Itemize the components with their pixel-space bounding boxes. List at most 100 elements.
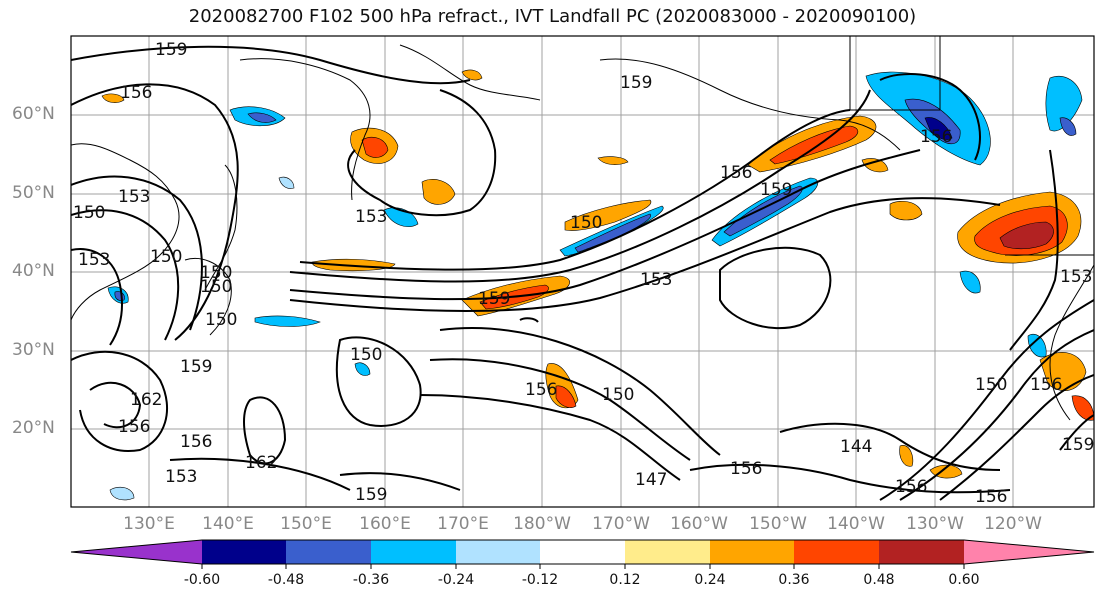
contour-162-west [71,350,169,452]
contour-closed-central [719,246,832,330]
contour-label: 156 [525,380,557,400]
anomaly-neg-canada-core [1059,117,1077,136]
contour-labels: 159 156 159 153 150 153 150 150 153 150 … [73,40,1094,507]
lon-label: 120°W [984,514,1042,534]
colorbar-label: -0.12 [521,572,559,588]
map-content [71,36,1094,507]
anomaly-pos-small4 [101,93,125,103]
coast-japan [184,257,232,336]
lat-label: 30°N [12,340,55,360]
colorbar-swatch [371,540,456,564]
anomaly-neg-small3 [354,362,371,376]
coast-california [1049,264,1094,421]
lon-label: 170°E [437,514,489,534]
contour-150-jet [299,109,851,271]
contour-label: 150 [570,213,602,233]
contour-label: 159 [620,73,652,93]
contour-label: 156 [1030,375,1062,395]
contour-159-jet [289,197,1001,313]
anomaly-pos-small7 [597,156,629,165]
contour-156-south [429,358,691,461]
lon-label: 140°E [202,514,254,534]
anomaly-pos-kamchatka-core [361,137,389,158]
contour-label: 156 [730,459,762,479]
anomaly-neg-midpacific [254,315,321,327]
contour-label: 150 [150,247,182,267]
contour-label: 144 [840,437,872,457]
colorbar [70,539,1095,569]
contour-156-coast [939,374,1094,501]
contour-153-bottom [169,457,351,491]
contour-label: 153 [165,467,197,487]
contour-label: 159 [355,485,387,505]
colorbar-label: 0.24 [694,572,726,588]
contour-156-east [689,463,1011,494]
contour-label: 162 [130,390,162,410]
colorbar-swatch [794,540,879,564]
anomaly-pos-small1 [889,201,923,221]
coastlines [71,36,1094,421]
contour-label: 147 [635,470,667,490]
contour-label: 150 [205,310,237,330]
lon-label: 130°W [906,514,964,534]
contour-label: 159 [180,357,212,377]
colorbar-extend-high [964,540,1094,564]
contour-144 [779,422,1001,471]
lat-label: 60°N [12,104,55,124]
anomaly-pos-pnw-core [999,221,1054,250]
colorbar-swatch [710,540,794,564]
contour-label: 156 [118,417,150,437]
contour-150-west [71,209,180,341]
colorbar-label: -0.24 [437,572,475,588]
contour-156-jet [289,149,921,301]
lon-label: 130°E [123,514,175,534]
lon-label: 180°W [513,514,571,534]
lat-label: 20°N [12,418,55,438]
contour-153-bering [347,89,497,217]
contour-west-us [1009,149,1059,351]
colorbar-swatch [879,540,964,564]
contour-150-inner [71,248,123,346]
contour-156-bottom [339,472,461,491]
anomaly-neg-jet2-core [574,213,651,253]
lon-label: 160°W [670,514,728,534]
colorbar-label: 0.48 [863,572,895,588]
anomaly-neg-mexico [1027,334,1047,358]
lon-label: 150°W [749,514,807,534]
lat-label: 40°N [12,261,55,281]
anomaly-pos-small5 [861,158,889,173]
colorbar-swatch [540,540,625,564]
contours [71,45,1094,501]
lon-label: 170°W [592,514,650,534]
lat-label: 50°N [12,183,55,203]
colorbar-swatch [202,540,286,564]
contour-165-west [89,381,142,429]
anomaly-neg-alaska-core [924,117,953,140]
contour-label: 150 [200,277,232,297]
colorbar-swatch [456,540,540,564]
contour-small [519,317,539,323]
contour-label: 156 [720,163,752,183]
anomaly-neg-small4 [109,486,135,501]
lon-label: 150°E [280,514,332,534]
coast-chukotka [399,44,541,101]
contour-label: 156 [895,477,927,497]
contour-label: 159 [1062,435,1094,455]
contour-label: 159 [760,180,792,200]
contour-153-east [899,329,1094,501]
contour-label: 153 [1060,267,1092,287]
contour-label: 153 [118,187,150,207]
contour-label: 156 [920,127,952,147]
colorbar-swatch [625,540,710,564]
contour-label: 162 [245,453,277,473]
anomaly-pos-small6 [461,69,483,81]
contour-label: 156 [975,487,1007,507]
map-title: 2020082700 F102 500 hPa refract., IVT La… [188,6,917,27]
colorbar-label: 0.36 [778,572,810,588]
colorbar-label: 0.60 [948,572,980,588]
anomaly-pos-bering [421,179,456,205]
contour-label: 156 [120,83,152,103]
contour-label: 150 [975,375,1007,395]
contour-label: 150 [350,345,382,365]
